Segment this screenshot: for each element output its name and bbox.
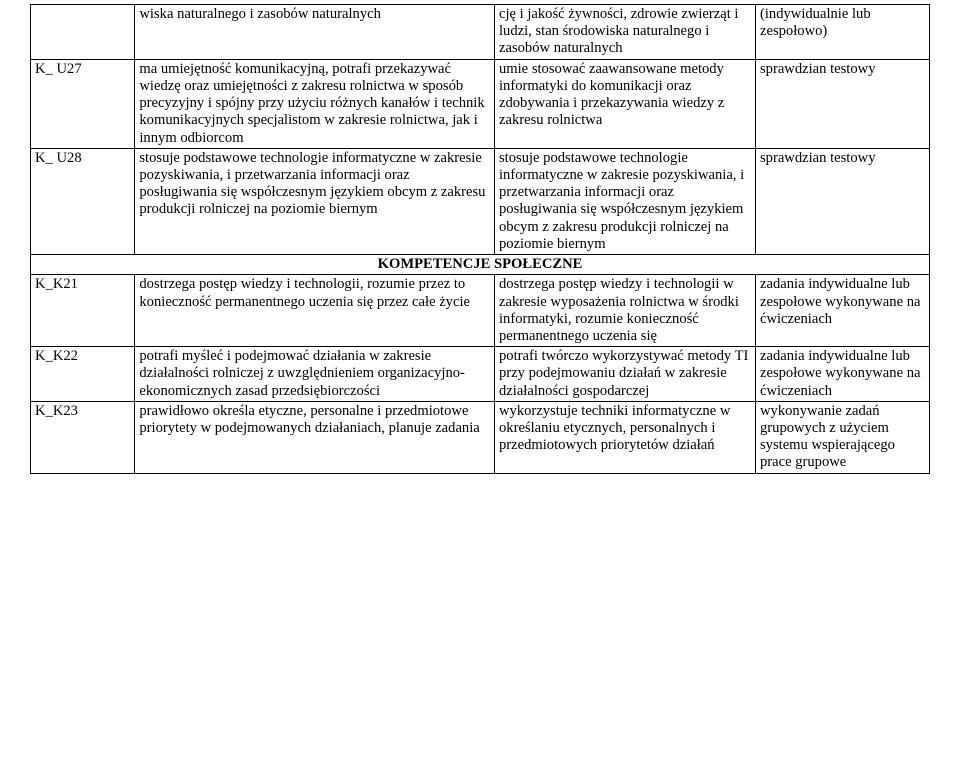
table-row: wiska naturalnego i zasobów naturalnych … <box>31 5 930 60</box>
code-cell: K_ U28 <box>31 148 135 254</box>
desc-cell: wiska naturalnego i zasobów naturalnych <box>135 5 495 60</box>
table-row: K_ U28 stosuje podstawowe technologie in… <box>31 148 930 254</box>
effect-cell: stosuje podstawowe technologie informaty… <box>494 148 755 254</box>
outcomes-table: wiska naturalnego i zasobów naturalnych … <box>30 4 930 474</box>
code-cell: K_K22 <box>31 347 135 402</box>
effect-cell: potrafi twórczo wykorzystywać metody TI … <box>494 347 755 402</box>
desc-cell: dostrzega postęp wiedzy i technologii, r… <box>135 275 495 347</box>
method-cell: wykonywanie zadań grupowych z użyciem sy… <box>755 401 929 473</box>
table-row: K_K21 dostrzega postęp wiedzy i technolo… <box>31 275 930 347</box>
code-cell: K_ U27 <box>31 59 135 148</box>
method-cell: zadania indywidualne lub zespołowe wykon… <box>755 275 929 347</box>
code-cell <box>31 5 135 60</box>
effect-cell: wykorzystuje techniki informatyczne w ok… <box>494 401 755 473</box>
desc-cell: stosuje podstawowe technologie informaty… <box>135 148 495 254</box>
desc-cell: prawidłowo określa etyczne, personalne i… <box>135 401 495 473</box>
code-cell: K_K21 <box>31 275 135 347</box>
table-row: K_K22 potrafi myśleć i podejmować działa… <box>31 347 930 402</box>
desc-cell: ma umiejętność komunikacyjną, potrafi pr… <box>135 59 495 148</box>
desc-cell: potrafi myśleć i podejmować działania w … <box>135 347 495 402</box>
effect-cell: umie stosować zaawansowane metody inform… <box>494 59 755 148</box>
effect-cell: cję i jakość żywności, zdrowie zwierząt … <box>494 5 755 60</box>
table-row: K_ U27 ma umiejętność komunikacyjną, pot… <box>31 59 930 148</box>
method-cell: zadania indywidualne lub zespołowe wykon… <box>755 347 929 402</box>
table-row: K_K23 prawidłowo określa etyczne, person… <box>31 401 930 473</box>
document-page: wiska naturalnego i zasobów naturalnych … <box>0 0 960 484</box>
code-cell: K_K23 <box>31 401 135 473</box>
effect-cell: dostrzega postęp wiedzy i technologii w … <box>494 275 755 347</box>
method-cell: sprawdzian testowy <box>755 148 929 254</box>
section-header: KOMPETENCJE SPOŁECZNE <box>31 255 930 275</box>
method-cell: sprawdzian testowy <box>755 59 929 148</box>
method-cell: (indywidualnie lub zespołowo) <box>755 5 929 60</box>
section-header-row: KOMPETENCJE SPOŁECZNE <box>31 255 930 275</box>
